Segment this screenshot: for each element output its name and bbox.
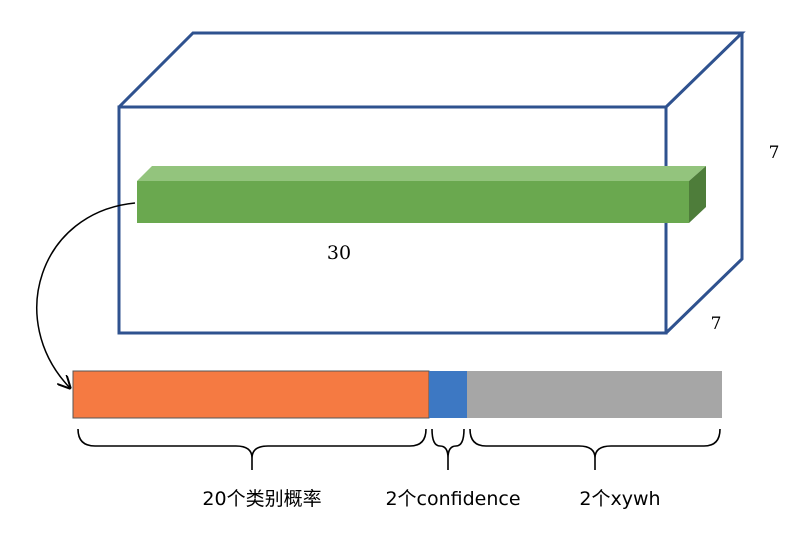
cube-side-face xyxy=(664,33,744,335)
expand-arrow xyxy=(36,202,136,388)
class-probabilities-segment xyxy=(72,370,430,419)
brace-xywh xyxy=(469,428,721,470)
vector-bar xyxy=(72,370,722,419)
class-probabilities-label: 20个类别概率 xyxy=(202,488,321,510)
braces xyxy=(77,428,721,470)
xywh-label: 2个xywh xyxy=(579,488,660,510)
cell-vector-bar xyxy=(137,166,706,223)
bar-side-face xyxy=(689,166,706,223)
confidence-segment xyxy=(429,371,467,418)
cube-top-face xyxy=(117,31,746,109)
bar-top-face xyxy=(137,166,706,181)
height-label: 7 xyxy=(769,143,780,163)
brace-confidence xyxy=(431,428,465,470)
depth-label: 30 xyxy=(327,242,351,264)
xywh-segment xyxy=(467,371,722,418)
brace-class-probabilities xyxy=(77,428,427,470)
bar-front-face xyxy=(137,181,689,223)
width-label: 7 xyxy=(711,314,722,334)
confidence-label: 2个confidence xyxy=(385,488,520,510)
